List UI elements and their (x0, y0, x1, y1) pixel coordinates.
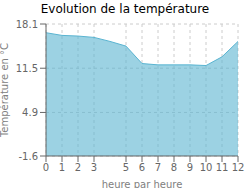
html-text:Evolution de la température: Evolution de la température (40, 2, 210, 16)
svg-text:5: 5 (123, 162, 129, 173)
svg-text:-1.6: -1.6 (18, 151, 38, 162)
svg-text:11: 11 (216, 162, 229, 173)
svg-text:10: 10 (200, 162, 213, 173)
svg-text:6: 6 (139, 162, 145, 173)
svg-text:8: 8 (171, 162, 177, 173)
svg-text:Température en °C: Température en °C (8, 43, 10, 138)
svg-text:7: 7 (155, 162, 161, 173)
svg-text:9: 9 (187, 162, 193, 173)
svg-text:12: 12 (232, 162, 242, 173)
svg-text:0: 0 (43, 162, 49, 173)
svg-text:3: 3 (91, 162, 97, 173)
svg-text:11.5: 11.5 (16, 63, 38, 74)
svg-text:18.1: 18.1 (16, 19, 38, 30)
svg-text:2: 2 (75, 162, 81, 173)
svg-text:1: 1 (59, 162, 65, 173)
svg-text:4.9: 4.9 (22, 107, 38, 118)
svg-text:heure par heure: heure par heure (102, 179, 183, 188)
